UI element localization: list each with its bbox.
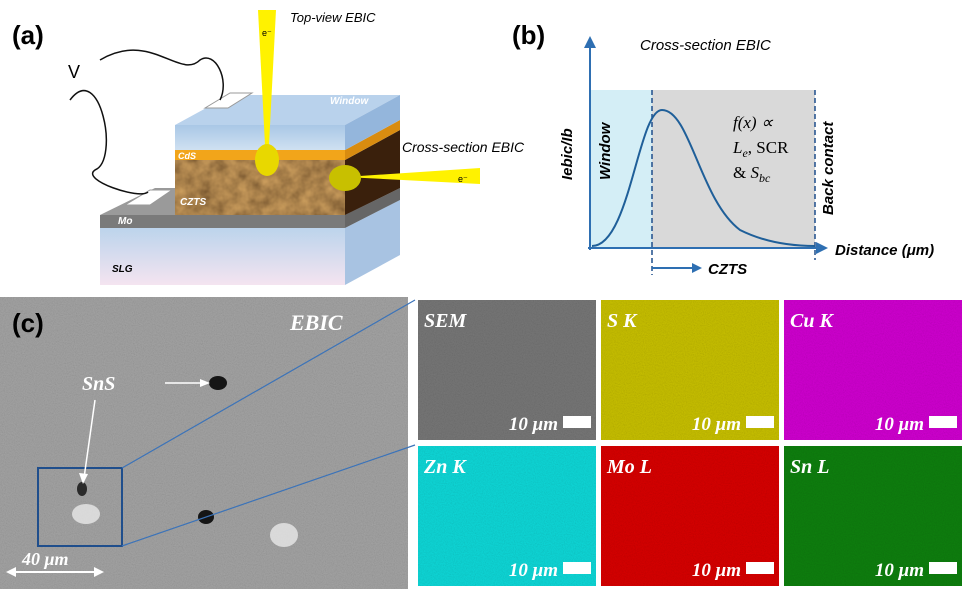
- interaction-volume: [329, 165, 361, 191]
- scale-label: 10 μm: [509, 414, 558, 435]
- window-label: Window: [597, 121, 614, 180]
- map-title: Cu K: [790, 310, 834, 332]
- sns-label: SnS: [82, 373, 115, 395]
- czts-label: CZTS: [708, 261, 747, 278]
- layer-label: CZTS: [180, 197, 206, 208]
- scale-label: 10 μm: [509, 560, 558, 581]
- image-title: EBIC: [289, 310, 343, 335]
- scale-bar: [929, 562, 957, 574]
- formula: f(x) ∝: [733, 113, 774, 132]
- formula: Le, SCR: [732, 138, 789, 160]
- grain: [270, 523, 298, 547]
- cross-section-title: Cross-section EBIC: [402, 139, 525, 155]
- arrow-head: [584, 36, 596, 48]
- sns-particle: [77, 482, 87, 496]
- panel-a: (a) V Top-view EBIC e⁻ Cross-section EBI…: [12, 10, 525, 285]
- layer-label: SLG: [112, 264, 133, 275]
- layer-label: Mo: [118, 216, 132, 227]
- interaction-volume: [255, 144, 279, 176]
- x-label: Distance (μm): [835, 242, 934, 259]
- beam-label: e⁻: [262, 28, 272, 38]
- grain: [72, 504, 100, 524]
- text: &: [733, 163, 750, 182]
- scale-bar: [746, 562, 774, 574]
- symbol: L: [732, 138, 742, 157]
- scale-label: 10 μm: [875, 414, 924, 435]
- scale-label: 10 μm: [692, 414, 741, 435]
- wire: [70, 91, 148, 194]
- beam-label: e⁻: [458, 174, 468, 184]
- panel-label: (a): [12, 20, 44, 50]
- voltage-label: V: [68, 62, 80, 82]
- scale-bar: [563, 562, 591, 574]
- layer-label: CdS: [178, 151, 196, 161]
- arrow-head: [692, 263, 702, 273]
- panel-label: (b): [512, 20, 545, 50]
- scale-label: 10 μm: [875, 560, 924, 581]
- top-view-title: Top-view EBIC: [290, 10, 376, 25]
- panel-c: (c) EBIC SnS 40 μm SEM 10 μm S K 10 μm Cu K 1…: [0, 297, 962, 589]
- slg-front: [100, 228, 345, 285]
- y-label: Iebic/Ib: [559, 128, 576, 180]
- scale-label: 10 μm: [692, 560, 741, 581]
- wire: [100, 50, 223, 100]
- map-title: Zn K: [423, 456, 467, 478]
- panel-label: (c): [12, 308, 44, 338]
- figure: (a) V Top-view EBIC e⁻ Cross-section EBI…: [0, 0, 963, 589]
- subscript: bc: [759, 171, 771, 185]
- map-tiles: SEM 10 μm S K 10 μm Cu K 10 μm Zn K 10 μm Mo L 10…: [418, 300, 962, 586]
- layer-label: Window: [330, 96, 369, 107]
- scale-bar: [746, 416, 774, 428]
- scale-bar: [929, 416, 957, 428]
- scale-label: 40 μm: [21, 549, 69, 569]
- panel-b: (b) CZTS Cross-section EBIC Iebic/Ib Win…: [512, 20, 934, 278]
- scale-bar: [563, 416, 591, 428]
- window-front: [175, 125, 345, 150]
- mo-front: [100, 215, 345, 228]
- sns-particle: [209, 376, 227, 390]
- map-title: Sn L: [790, 456, 829, 478]
- panel-title: Cross-section EBIC: [640, 37, 771, 54]
- map-title: SEM: [424, 310, 467, 332]
- map-title: Mo L: [606, 456, 652, 478]
- map-title: S K: [607, 310, 638, 332]
- arrow-head: [816, 242, 828, 254]
- text: , SCR: [748, 138, 789, 157]
- back-contact-label: Back contact: [820, 121, 837, 215]
